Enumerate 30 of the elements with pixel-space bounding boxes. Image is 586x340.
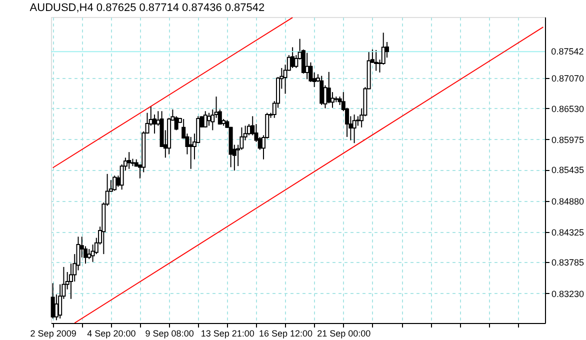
y-tick-label: 0.85435 <box>552 165 584 176</box>
chart-title: AUDUSD,H4 0.87625 0.87714 0.87436 0.87542 <box>30 2 265 14</box>
y-tick-label: 0.83230 <box>552 288 584 299</box>
x-tick-label: 21 Sep 00:00 <box>317 328 371 338</box>
candlestick <box>207 112 212 126</box>
candlestick <box>127 152 132 170</box>
candlestick <box>50 282 55 320</box>
candlestick <box>188 136 193 170</box>
y-tick-label: 0.84325 <box>552 227 584 238</box>
candlestick <box>112 175 117 192</box>
y-tick-label: 0.85975 <box>552 134 584 145</box>
x-tick-label: 13 Sep 21:00 <box>200 328 254 338</box>
y-tick-label: 0.84880 <box>552 196 584 206</box>
candlestick <box>352 114 356 144</box>
x-tick-label: 2 Sep 2009 <box>30 328 76 338</box>
candlestick <box>320 75 324 106</box>
candlestick <box>290 46 295 68</box>
candlestick <box>203 110 208 128</box>
x-tick-label: 16 Sep 12:00 <box>259 328 313 338</box>
candlestick <box>374 50 378 72</box>
ref-line-label: 0.87542 <box>551 46 584 57</box>
candlestick <box>174 116 178 131</box>
y-tick-label: 0.86530 <box>552 104 584 114</box>
y-tick-label: 0.83785 <box>552 258 584 268</box>
candlestick <box>330 92 335 108</box>
y-tick-label: 0.87070 <box>552 74 584 84</box>
candlestick <box>326 71 331 104</box>
candlestick <box>87 248 92 260</box>
x-tick-label: 4 Sep 20:00 <box>87 328 136 338</box>
x-tick-label: 9 Sep 08:00 <box>145 328 194 338</box>
